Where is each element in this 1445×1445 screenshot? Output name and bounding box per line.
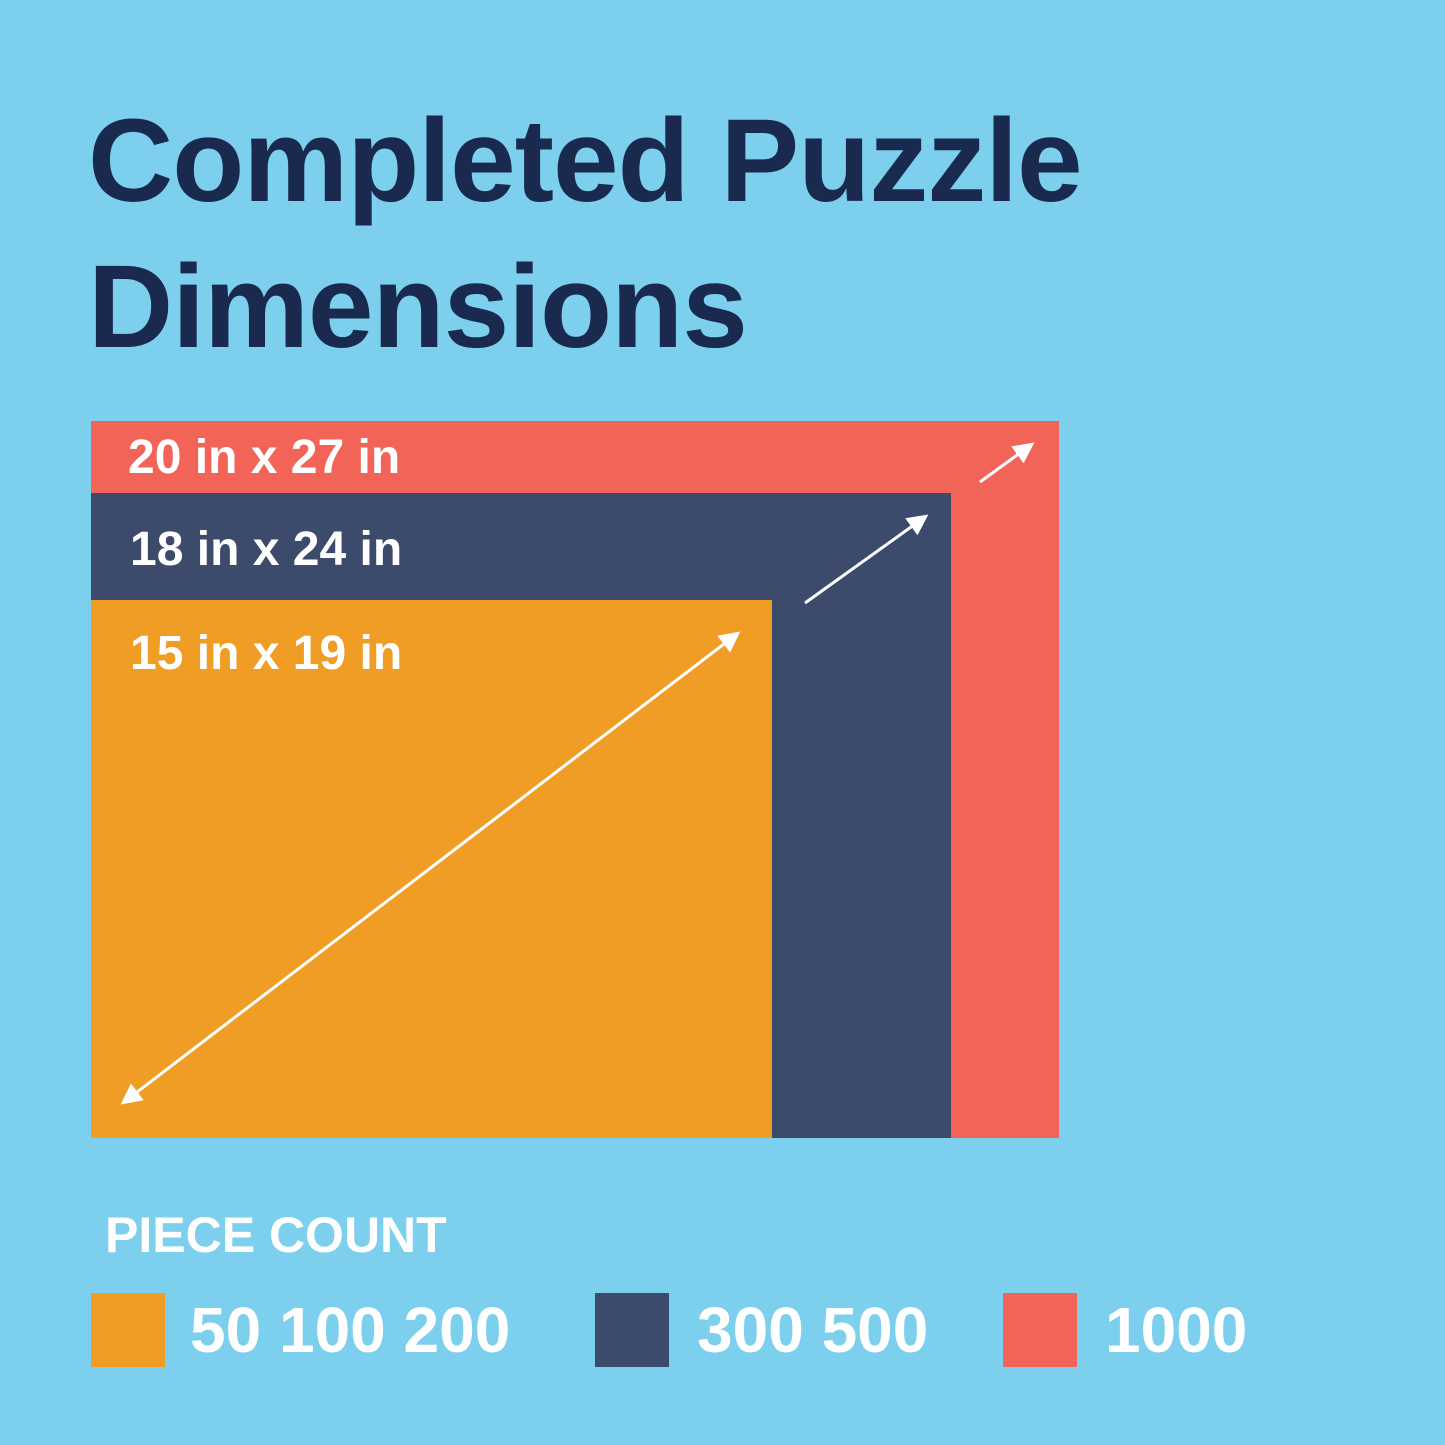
title-line-1: Completed Puzzle — [88, 95, 1083, 227]
arrow-large-extension — [979, 442, 1035, 484]
legend-title: PIECE COUNT — [105, 1207, 447, 1263]
size-label-medium: 18 in x 24 in — [130, 523, 403, 576]
arrow-medium-extension — [804, 514, 929, 605]
legend-label-small: 50 100 200 — [190, 1294, 511, 1366]
size-label-large: 20 in x 27 in — [128, 431, 401, 484]
legend-swatch-large — [1003, 1293, 1077, 1367]
legend-swatch-medium — [595, 1293, 669, 1367]
arrow-small-diagonal — [120, 631, 741, 1105]
legend-swatch-small — [91, 1293, 165, 1367]
legend-label-medium: 300 500 — [697, 1294, 929, 1366]
page-title: Completed Puzzle Dimensions — [88, 88, 1083, 380]
title-line-2: Dimensions — [88, 241, 748, 373]
legend-label-large: 1000 — [1105, 1294, 1248, 1366]
